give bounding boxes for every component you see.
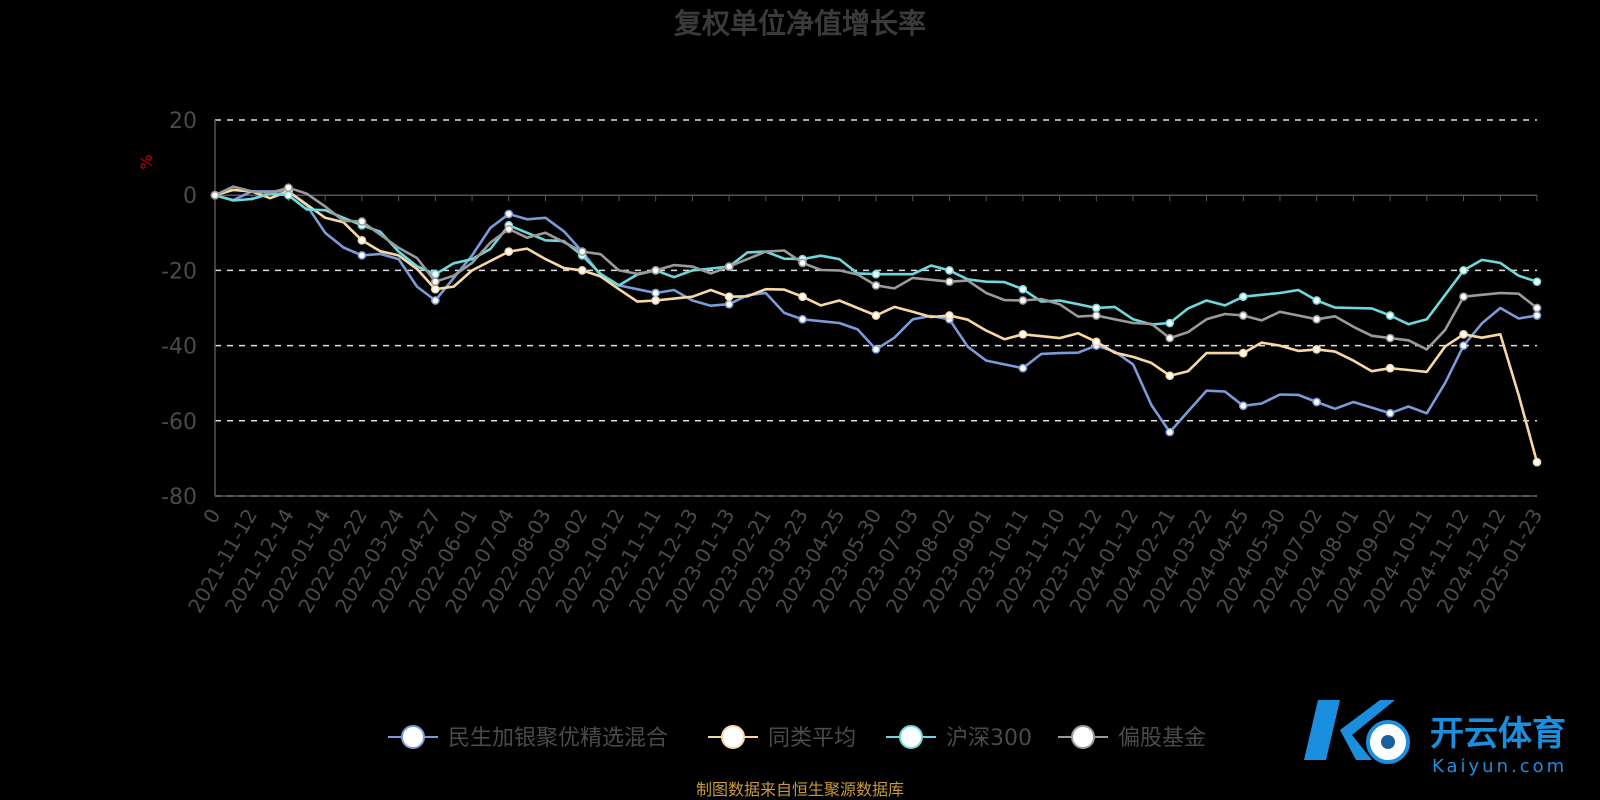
legend-marker-icon [1071,725,1095,749]
series-point-3 [798,258,807,268]
x-tick-label: 0 [198,505,225,528]
series-point-1 [504,247,514,256]
series-point-2 [945,266,954,275]
legend-label: 偏股基金 [1118,726,1206,751]
series-point-2 [1532,277,1542,287]
series-point-3 [1385,333,1395,343]
series-point-3 [430,277,440,287]
brand-logo-icon [1304,700,1410,764]
series-point-1 [1091,337,1101,347]
legend-item-1[interactable]: 同类平均 [708,725,856,751]
series-point-2 [1238,292,1248,302]
series-point-2 [1165,318,1175,328]
series-point-0 [798,314,807,324]
y-tick-label: -40 [161,335,197,360]
series-point-2 [1312,296,1322,305]
series-point-3 [1018,296,1028,305]
brand-name-en: Kaiyun.com [1432,756,1567,777]
y-axis-label: % [137,154,156,169]
legend-label: 民生加银聚优精选混合 [448,726,668,751]
legend-item-0[interactable]: 民生加银聚优精选混合 [388,725,668,751]
series-point-2 [1385,311,1395,320]
series-point-1 [798,292,807,302]
series-point-1 [945,311,954,320]
series-point-0 [357,251,367,260]
series-point-0 [1312,397,1322,407]
series-point-3 [357,217,367,226]
legend[interactable]: 民生加银聚优精选混合 同类平均 沪深300 偏股基金 [388,725,1206,751]
series-point-1 [1238,348,1248,358]
series-point-0 [504,209,514,219]
y-tick-label: 0 [183,184,197,209]
series-point-3 [1532,303,1542,313]
series-point-0 [651,288,661,298]
series-point-1 [1532,457,1542,467]
series-point-3 [284,183,293,193]
series-point-1 [651,296,661,305]
series-point-1 [357,235,367,245]
series-point-1 [1018,329,1028,339]
series-point-0 [1385,408,1395,418]
series-point-1 [1459,329,1468,339]
series-point-3 [651,266,661,275]
series-point-3 [724,262,734,271]
y-tick-label: 20 [169,109,197,134]
series-point-0 [1238,401,1248,411]
chart-title: 复权单位净值增长率 [674,7,926,40]
series-point-2 [871,269,881,279]
series-point-3 [1459,292,1468,302]
series-point-3 [1165,333,1175,343]
data-source-note: 制图数据来自恒生聚源数据库 [696,780,904,799]
series-point-3 [577,247,587,256]
series-point-2 [284,190,293,200]
series-line-3 [214,185,1538,351]
y-tick-label: -20 [161,259,197,284]
series-point-1 [430,284,440,294]
series-point-1 [1165,371,1175,381]
series-point-0 [1165,427,1175,437]
series-point-1 [871,311,881,320]
y-tick-label: -80 [161,485,197,510]
y-tick-labels: 20 0 -20 -40 -60 -80 [161,109,197,510]
series-point-0 [1532,311,1542,320]
series-point-3 [210,190,220,200]
series-point-3 [871,281,881,290]
series-point-1 [577,266,587,275]
y-tick-label: -60 [161,410,197,435]
series-point-2 [1091,303,1101,313]
legend-item-3[interactable]: 偏股基金 [1058,725,1206,751]
series-point-3 [945,277,954,287]
series-point-3 [1091,311,1101,320]
series-point-0 [724,299,734,309]
series-point-3 [1238,311,1248,320]
series-point-1 [1312,345,1322,354]
series-point-0 [871,345,881,354]
series-lines [210,183,1542,467]
legend-marker-icon [721,725,745,749]
series-point-3 [504,224,514,234]
series-point-0 [1018,363,1028,373]
series-point-0 [430,296,440,305]
legend-marker-icon [401,725,425,749]
series-point-1 [1385,363,1395,373]
brand-name-cn: 开云体育 [1430,714,1566,754]
series-point-0 [1459,341,1468,350]
brand-watermark: 开云体育 Kaiyun.com [1304,700,1567,777]
series-point-1 [724,292,734,302]
series-point-2 [1018,284,1028,294]
series-point-3 [1312,314,1322,324]
legend-marker-icon [899,725,923,749]
series-line-2 [214,192,1538,326]
legend-label: 沪深300 [946,726,1032,751]
legend-item-2[interactable]: 沪深300 [886,725,1032,751]
legend-label: 同类平均 [768,726,856,751]
series-point-2 [1459,266,1468,275]
